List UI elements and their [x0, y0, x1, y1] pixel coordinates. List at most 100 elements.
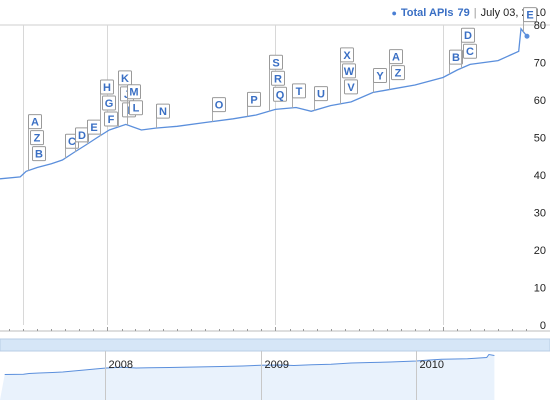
navigator-tick-label: 2010	[420, 359, 444, 371]
y-tick-label: 0	[540, 320, 546, 332]
annotation-flag[interactable]: N	[156, 103, 170, 119]
annotation-flag-letter: Z	[395, 68, 402, 80]
y-tick-label: 30	[534, 208, 546, 220]
annotation-flag-letter: T	[296, 86, 303, 98]
series-line-total-apis	[0, 27, 528, 180]
current-value-marker	[524, 33, 530, 39]
y-tick-label: 70	[534, 58, 546, 70]
annotation-flag-box	[100, 79, 114, 95]
annotation-flag[interactable]: E	[87, 119, 101, 135]
annotation-flag[interactable]: S	[269, 54, 283, 70]
annotation-flag[interactable]: M	[127, 84, 141, 100]
annotation-flag-letter: S	[272, 57, 279, 69]
annotation-flag-letter: O	[215, 100, 224, 112]
annotation-flag-box	[292, 83, 306, 99]
series-dot-icon: ●	[391, 8, 397, 18]
annotation-flag[interactable]: A	[389, 49, 403, 65]
annotation-flag-letter: B	[452, 52, 460, 64]
y-tick-label: 10	[534, 283, 546, 295]
annotation-flag-letter: C	[68, 136, 76, 148]
annotation-flag-letter: H	[103, 82, 111, 94]
annotation-flag-letter: A	[31, 117, 39, 129]
annotation-flag-box	[389, 49, 403, 65]
annotation-flag[interactable]: Y	[373, 68, 387, 83]
annotation-flag-box	[30, 130, 44, 146]
annotation-flag[interactable]: A	[28, 114, 42, 130]
annotation-flag[interactable]: D	[461, 27, 475, 43]
grid-layer	[0, 24, 550, 325]
y-tick-label: 60	[534, 95, 546, 107]
legend-current-value: 79	[457, 7, 470, 19]
y-tick-label: 20	[534, 245, 546, 257]
y-tick-label: 80	[534, 20, 546, 32]
annotation-flag-letter: D	[464, 30, 472, 42]
annotation-flag-box	[118, 70, 132, 86]
annotation-flag[interactable]: Z	[391, 65, 405, 81]
annotation-flag-box	[449, 49, 463, 65]
annotation-flag-letter: V	[347, 82, 355, 94]
annotation-flag-letter: A	[392, 52, 400, 64]
annotation-flag-letter: C	[466, 46, 474, 58]
annotation-flag-box	[247, 91, 261, 107]
annotation-flag-letter: W	[344, 66, 355, 78]
annotation-flag-box	[75, 127, 89, 143]
annotation-flag[interactable]: U	[314, 86, 328, 102]
annotation-flag-letter: L	[133, 103, 140, 115]
annotation-flag-box	[129, 100, 143, 116]
annotation-flag-box	[156, 103, 170, 119]
y-tick-label: 50	[534, 133, 546, 145]
annotation-flag[interactable]: O	[212, 97, 226, 113]
annotation-flag-box	[461, 27, 475, 43]
annotation-flag-letter: M	[129, 87, 138, 99]
annotation-flag[interactable]: Z	[30, 130, 44, 146]
annotation-flags-layer: AZBCDEHGFKJIMLNOPSRQTUXWVYAZBDCE	[28, 7, 537, 171]
annotation-flag-letter: R	[274, 73, 282, 85]
annotation-flag[interactable]: F	[104, 111, 118, 127]
series-layer	[0, 27, 530, 180]
annotation-flag-box	[314, 86, 328, 102]
annotation-flag-letter: G	[105, 98, 114, 110]
legend-separator: |	[473, 7, 477, 19]
annotation-flag[interactable]: L	[129, 100, 143, 116]
annotation-flag[interactable]: C	[463, 43, 477, 59]
annotation-flag-box	[271, 70, 285, 86]
annotation-flag-letter: Z	[34, 133, 41, 145]
annotation-flag[interactable]: V	[344, 79, 358, 95]
navigator-area	[0, 354, 495, 400]
annotation-flag-box	[342, 63, 356, 79]
annotation-flag[interactable]: X	[340, 47, 354, 63]
annotation-flag[interactable]: H	[100, 79, 114, 95]
annotation-flag-box	[273, 86, 287, 102]
annotation-flag-letter: E	[526, 10, 533, 22]
annotation-flag-letter: P	[250, 94, 257, 106]
annotation-flag-box	[463, 43, 477, 59]
annotation-flag-letter: Y	[376, 71, 384, 83]
annotation-flag-box	[104, 111, 118, 127]
annotation-flag-letter: F	[108, 114, 115, 126]
annotation-flag[interactable]: R	[271, 70, 285, 86]
annotation-flag[interactable]: W	[342, 63, 356, 79]
y-tick-label: 40	[534, 170, 546, 182]
annotation-flag[interactable]: B	[449, 49, 463, 65]
annotation-flag-box	[391, 65, 405, 81]
navigator-tick-label: 2008	[109, 359, 133, 371]
annotation-flag[interactable]: P	[247, 91, 261, 107]
annotation-flag-box	[102, 95, 116, 111]
annotation-flag-letter: E	[90, 122, 97, 134]
annotation-flag-letter: U	[317, 89, 325, 101]
annotation-flag[interactable]: T	[292, 83, 306, 99]
annotation-flag-letter: D	[78, 130, 86, 142]
annotation-flag[interactable]: E	[523, 7, 537, 23]
annotation-flag[interactable]: B	[32, 146, 46, 162]
annotation-flag[interactable]: D	[75, 127, 89, 143]
annotation-flag-box	[523, 7, 537, 23]
annotation-flag[interactable]: G	[102, 95, 116, 111]
annotation-flag-letter: B	[35, 149, 43, 161]
navigator-band	[0, 338, 550, 352]
annotation-flag-letter: K	[121, 73, 129, 85]
annotation-flag-letter: N	[159, 106, 167, 118]
annotation-flag[interactable]: K	[118, 70, 132, 86]
annotation-flag[interactable]: Q	[273, 86, 287, 102]
